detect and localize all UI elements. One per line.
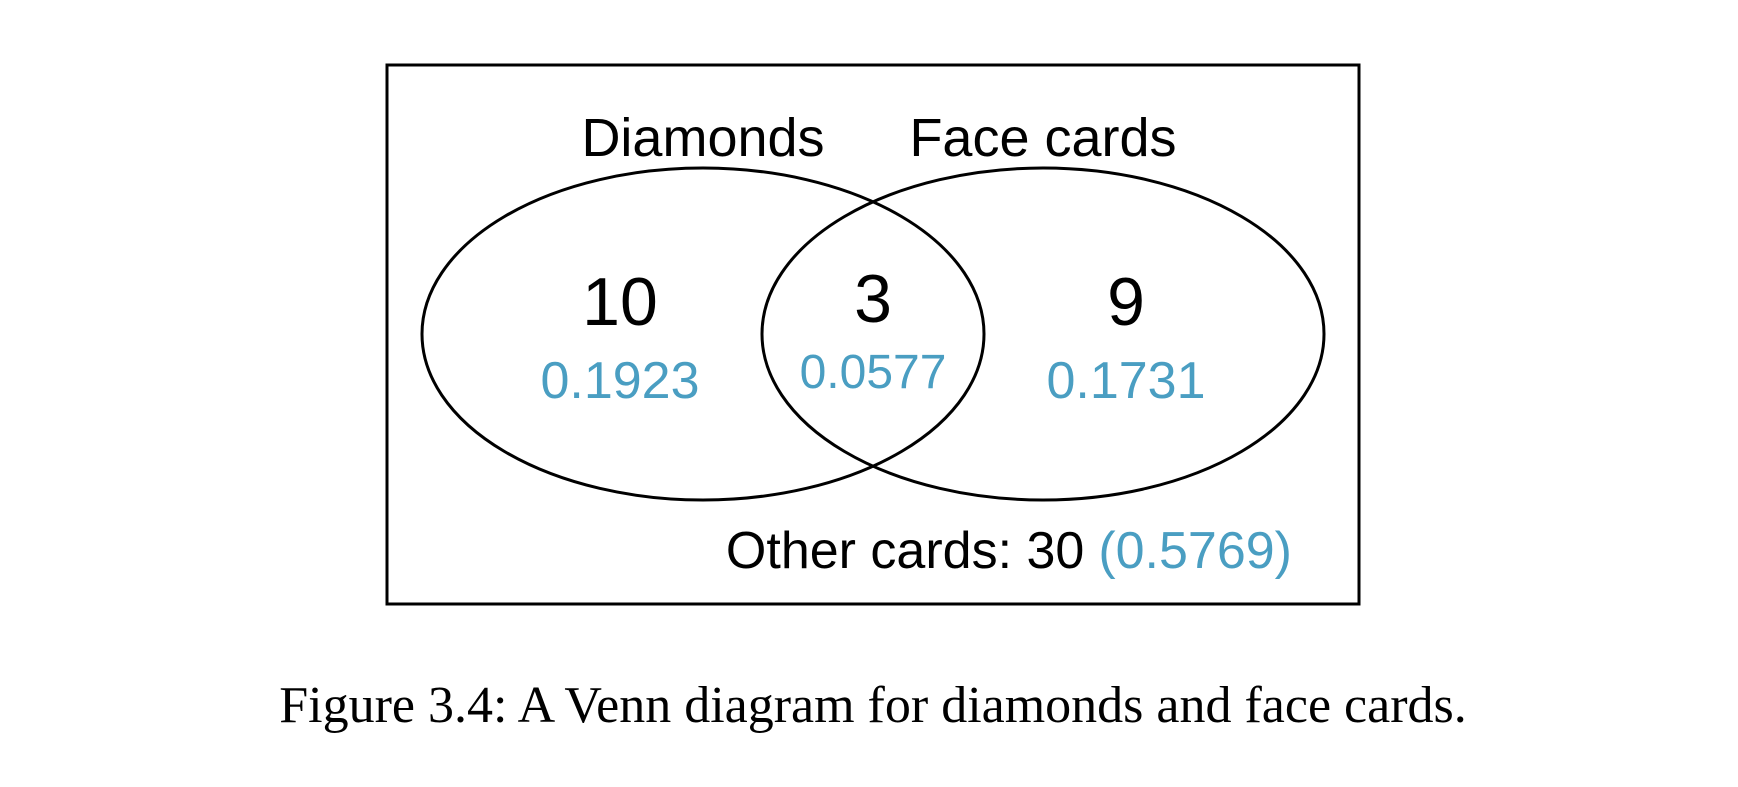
other-cards-label: Other cards: 30: [726, 522, 1084, 580]
face-cards-ellipse: [760, 166, 1326, 502]
face-cards-only-count: 9: [1107, 264, 1145, 340]
diamonds-only-probability: 0.1923: [540, 352, 699, 410]
universe-box: [385, 63, 1361, 606]
intersection-probability: 0.0577: [800, 346, 947, 399]
other-cards-line: Other cards: 30 (0.5769): [726, 522, 1292, 580]
intersection-count: 3: [854, 261, 892, 337]
face-cards-only-probability: 0.1731: [1046, 352, 1205, 410]
diamonds-only-count: 10: [582, 264, 658, 340]
diamonds-ellipse: [420, 166, 986, 502]
figure-caption: Figure 3.4: A Venn diagram for diamonds …: [279, 677, 1467, 734]
diamonds-label: Diamonds: [581, 108, 824, 168]
face-cards-label: Face cards: [909, 108, 1176, 168]
other-cards-probability: (0.5769): [1098, 522, 1292, 580]
